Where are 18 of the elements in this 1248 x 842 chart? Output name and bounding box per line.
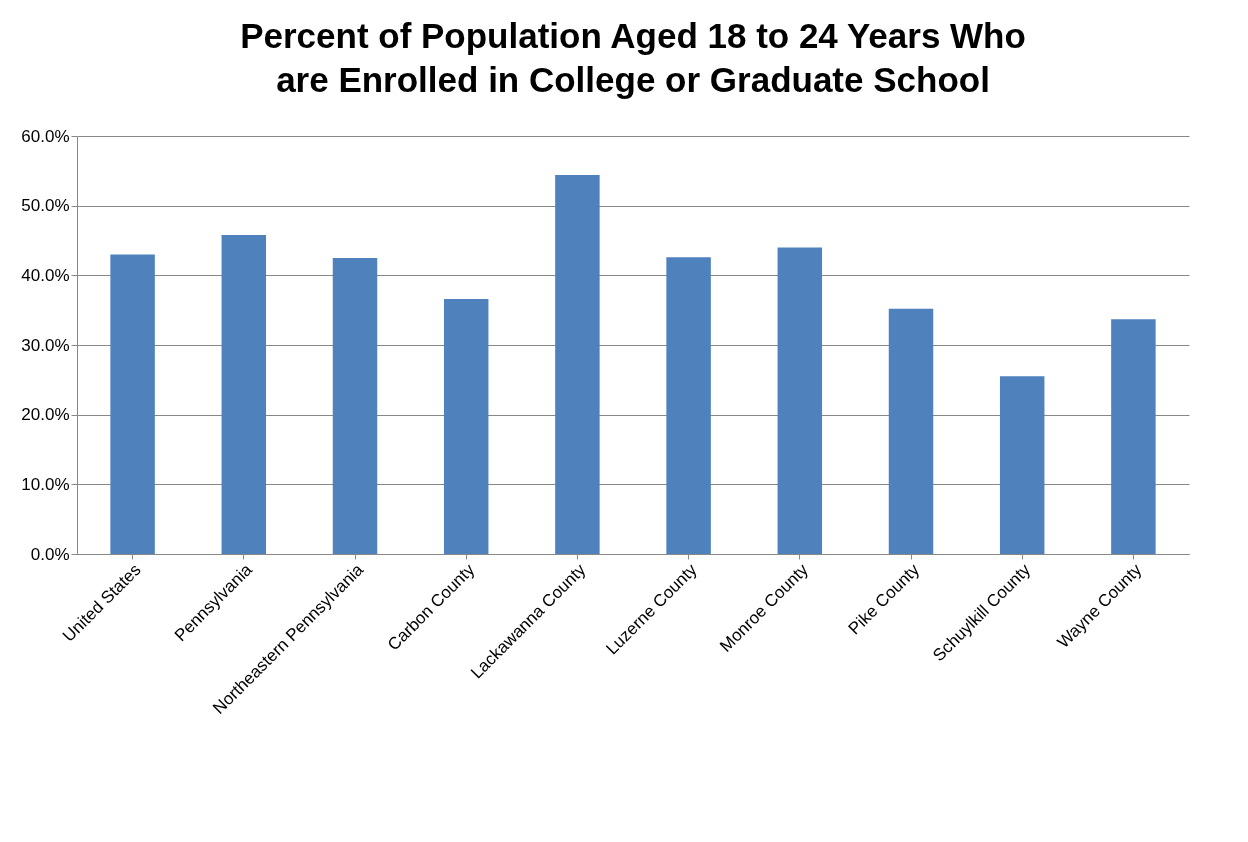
bar [666, 257, 711, 554]
y-tick-label: 30.0% [21, 335, 70, 355]
bar [221, 234, 267, 554]
bar [777, 247, 823, 554]
y-tick-label: 20.0% [21, 405, 70, 425]
bar [332, 257, 378, 554]
bar [443, 299, 489, 554]
bar [110, 254, 155, 554]
y-tick-label: 40.0% [21, 265, 70, 285]
y-tick-label: 50.0% [21, 196, 70, 216]
y-tick-label: 10.0% [21, 474, 70, 494]
y-tick-label: 0.0% [30, 544, 70, 564]
chart-title: Percent of Population Aged 18 to 24 Years Who are Enrolled in College or Graduate School [240, 16, 1026, 99]
bar [555, 175, 600, 554]
y-tick-label: 60.0% [21, 126, 70, 146]
bar [888, 308, 934, 554]
bar [999, 376, 1045, 554]
bar [1111, 319, 1156, 554]
